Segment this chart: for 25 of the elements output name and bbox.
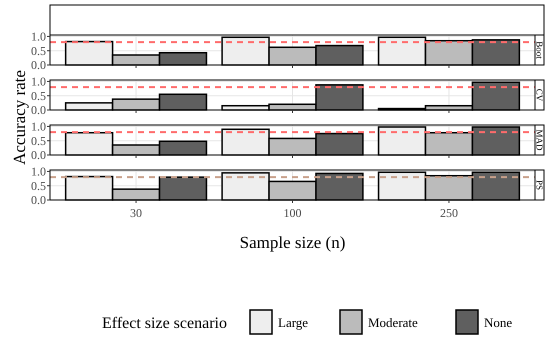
y-tick-label: 0.0 xyxy=(31,103,46,118)
text: CV xyxy=(534,88,544,102)
y-tick-label: 0.0 xyxy=(31,58,46,72)
text: Boot xyxy=(534,41,544,60)
y-tick-label: 1.0 xyxy=(31,30,46,44)
y-tick-label: 0.5 xyxy=(31,88,46,103)
legend-label: None xyxy=(484,315,512,330)
text: MAD xyxy=(534,129,544,151)
x-tick-label: 30 xyxy=(130,206,142,220)
text: PS xyxy=(534,180,544,190)
legend-title: Effect size scenario xyxy=(102,315,227,332)
legend-label: Large xyxy=(278,315,308,330)
y-tick-label: 1.0 xyxy=(31,74,46,89)
legend-label: Moderate xyxy=(368,315,418,330)
x-tick-label: 250 xyxy=(440,206,458,220)
y-tick-label: 0.0 xyxy=(31,148,46,162)
y-tick-label: 0.5 xyxy=(31,44,46,58)
y-tick-label: 0.5 xyxy=(31,178,46,193)
y-tick-label: 0.5 xyxy=(31,134,46,148)
y-tick-label: 1.0 xyxy=(31,164,46,179)
y-tick-label: 0.0 xyxy=(31,193,46,208)
y-axis-title: Accuracy rate xyxy=(10,70,29,165)
x-tick-label: 100 xyxy=(284,206,302,220)
y-tick-label: 1.0 xyxy=(31,120,46,134)
x-axis-title: Sample size (n) xyxy=(240,233,346,252)
